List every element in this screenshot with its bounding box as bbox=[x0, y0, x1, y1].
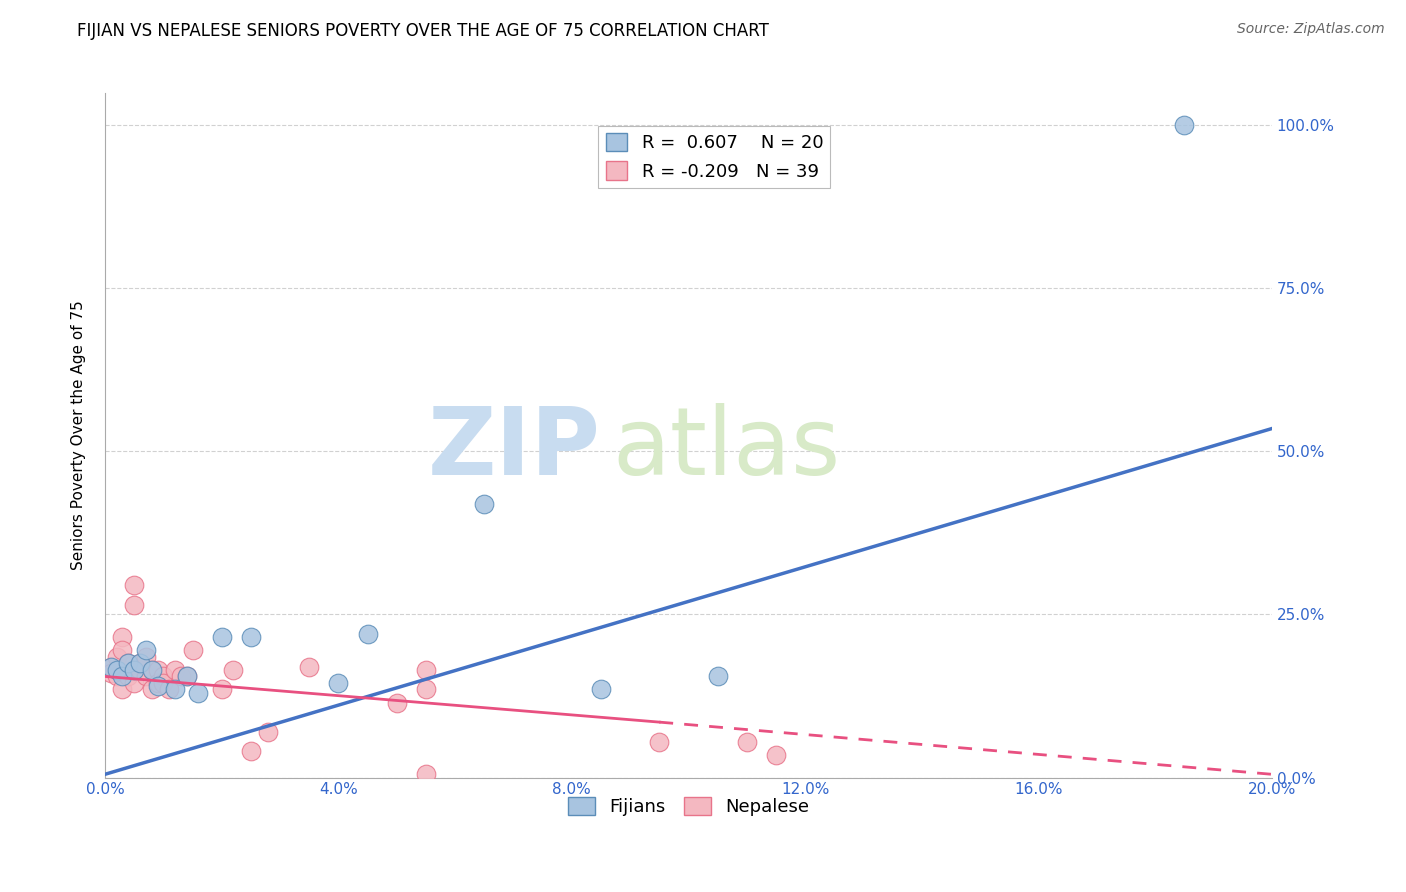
Point bbox=[222, 663, 245, 677]
Point bbox=[163, 682, 186, 697]
Point bbox=[472, 497, 495, 511]
Point bbox=[135, 649, 157, 664]
Text: ZIP: ZIP bbox=[427, 403, 600, 495]
Point bbox=[706, 669, 728, 683]
Point bbox=[415, 682, 437, 697]
Point bbox=[146, 679, 169, 693]
Point bbox=[117, 657, 139, 671]
Point bbox=[356, 627, 378, 641]
Point bbox=[589, 682, 612, 697]
Point bbox=[105, 649, 128, 664]
Point bbox=[187, 686, 209, 700]
Point bbox=[135, 669, 157, 683]
Legend: Fijians, Nepalese: Fijians, Nepalese bbox=[561, 789, 817, 823]
Point bbox=[100, 666, 122, 681]
Text: FIJIAN VS NEPALESE SENIORS POVERTY OVER THE AGE OF 75 CORRELATION CHART: FIJIAN VS NEPALESE SENIORS POVERTY OVER … bbox=[77, 22, 769, 40]
Point bbox=[181, 643, 204, 657]
Point bbox=[122, 578, 145, 592]
Point bbox=[211, 682, 233, 697]
Point bbox=[152, 676, 174, 690]
Point bbox=[122, 663, 145, 677]
Point bbox=[648, 734, 671, 748]
Point bbox=[141, 663, 163, 677]
Point bbox=[129, 663, 152, 677]
Point bbox=[152, 669, 174, 683]
Point bbox=[117, 669, 139, 683]
Point bbox=[111, 630, 134, 644]
Point bbox=[239, 630, 262, 644]
Point bbox=[117, 657, 139, 671]
Point bbox=[135, 643, 157, 657]
Point bbox=[141, 682, 163, 697]
Point bbox=[257, 725, 280, 739]
Point bbox=[298, 659, 321, 673]
Text: atlas: atlas bbox=[613, 403, 841, 495]
Point bbox=[100, 659, 122, 673]
Point bbox=[176, 669, 198, 683]
Point bbox=[328, 676, 350, 690]
Point bbox=[146, 663, 169, 677]
Point bbox=[105, 669, 128, 683]
Y-axis label: Seniors Poverty Over the Age of 75: Seniors Poverty Over the Age of 75 bbox=[72, 301, 86, 570]
Point bbox=[157, 682, 180, 697]
Point bbox=[765, 747, 787, 762]
Point bbox=[111, 643, 134, 657]
Point bbox=[111, 669, 134, 683]
Point bbox=[415, 663, 437, 677]
Point bbox=[129, 657, 152, 671]
Point bbox=[111, 682, 134, 697]
Point bbox=[122, 598, 145, 612]
Point bbox=[415, 767, 437, 781]
Point bbox=[163, 663, 186, 677]
Point bbox=[239, 744, 262, 758]
Point bbox=[129, 657, 152, 671]
Text: Source: ZipAtlas.com: Source: ZipAtlas.com bbox=[1237, 22, 1385, 37]
Point bbox=[146, 676, 169, 690]
Point bbox=[211, 630, 233, 644]
Point bbox=[122, 676, 145, 690]
Point bbox=[105, 663, 128, 677]
Point bbox=[1173, 118, 1195, 132]
Point bbox=[385, 696, 408, 710]
Point bbox=[170, 669, 193, 683]
Point bbox=[141, 663, 163, 677]
Point bbox=[100, 659, 122, 673]
Point bbox=[735, 734, 758, 748]
Point bbox=[176, 669, 198, 683]
